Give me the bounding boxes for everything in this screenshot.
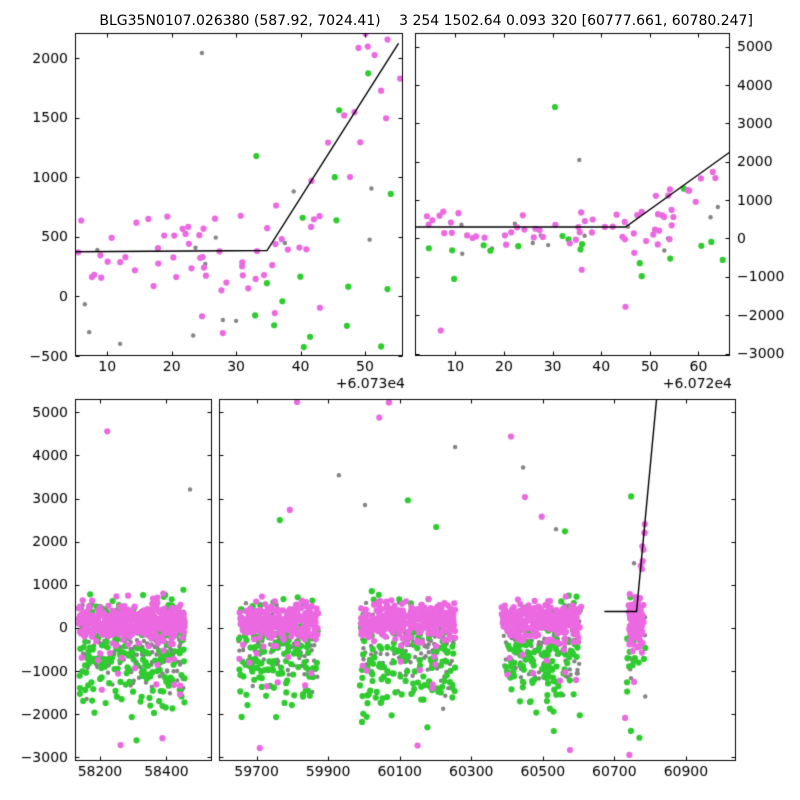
subplot-title-left: BLG35N0107.026380 (587.92, 7024.41)	[99, 13, 381, 29]
subplot-title-right: 3 254 1502.64 0.093 320 [60777.661, 6078…	[399, 13, 753, 29]
